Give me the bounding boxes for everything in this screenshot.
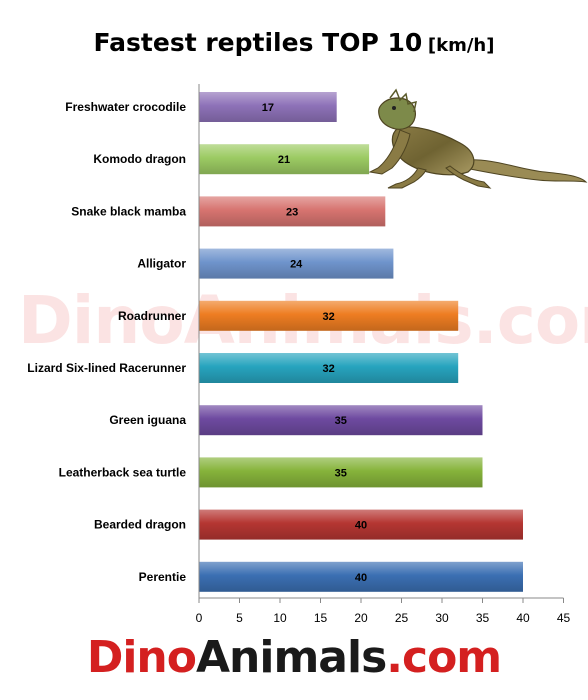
bar <box>199 561 523 592</box>
bar-value-label: 35 <box>335 467 347 479</box>
bar <box>199 457 483 488</box>
chart-title: Fastest reptiles TOP 10 [km/h] <box>0 28 588 57</box>
category-label: Lizard Six-lined Racerunner <box>27 361 186 375</box>
bar-value-label: 32 <box>322 363 334 375</box>
bar-value-label: 35 <box>335 415 347 427</box>
category-label: Komodo dragon <box>93 152 186 166</box>
iguana-illustration <box>368 88 588 189</box>
bar <box>199 92 337 122</box>
category-label: Green iguana <box>109 413 186 427</box>
bar <box>199 300 459 331</box>
category-label: Perentie <box>139 570 187 584</box>
x-tick-label: 45 <box>557 611 571 625</box>
bars-group: 17 21 23 24 32 32 35 35 40 40 <box>199 92 523 592</box>
bar-value-label: 23 <box>286 206 298 218</box>
bar-value-label: 32 <box>322 311 334 323</box>
bar <box>199 196 386 227</box>
logo-part-com: .com <box>386 632 502 683</box>
bar <box>199 509 523 540</box>
category-label: Alligator <box>137 257 186 271</box>
x-tick-label: 40 <box>516 611 530 625</box>
bar <box>199 144 370 175</box>
bar-value-label: 40 <box>355 572 367 584</box>
logo-part-animals: Animals <box>196 632 387 683</box>
x-tick-label: 10 <box>273 611 287 625</box>
category-label: Leatherback sea turtle <box>59 465 187 479</box>
x-tick-label: 30 <box>435 611 449 625</box>
bar-value-label: 17 <box>262 102 274 114</box>
dinoanimals-logo: DinoAnimals.com <box>0 632 588 683</box>
category-label: Snake black mamba <box>71 204 186 218</box>
x-tick-label: 5 <box>236 611 243 625</box>
chart-title-text: Fastest reptiles TOP 10 <box>93 28 423 57</box>
x-tick-label: 25 <box>395 611 409 625</box>
category-label: Roadrunner <box>118 309 186 323</box>
logo-part-dino: Dino <box>86 632 197 683</box>
x-tick-label: 35 <box>476 611 490 625</box>
x-axis: 0 5 10 15 20 25 30 35 40 45 <box>196 84 571 625</box>
bar-value-label: 21 <box>278 154 290 166</box>
bar-value-label: 24 <box>290 259 303 271</box>
y-axis-labels: Freshwater crocodile Komodo dragon Snake b… <box>27 100 186 584</box>
x-tick-label: 15 <box>314 611 328 625</box>
x-tick-label: 20 <box>354 611 368 625</box>
chart-unit: [km/h] <box>427 35 495 56</box>
bar <box>199 353 459 383</box>
bar-value-label: 40 <box>355 520 367 532</box>
x-tick-label: 0 <box>196 611 203 625</box>
bar <box>199 248 394 279</box>
bar <box>199 405 483 436</box>
category-label: Freshwater crocodile <box>65 100 186 114</box>
category-label: Bearded dragon <box>94 518 186 532</box>
